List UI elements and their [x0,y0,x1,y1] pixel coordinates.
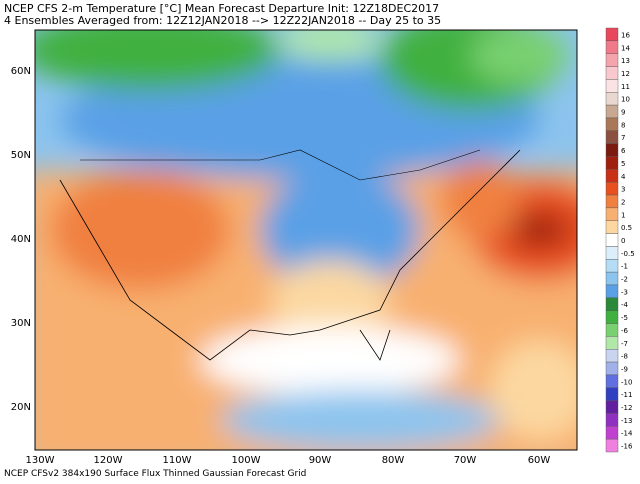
lon-label: 130W [26,455,55,466]
lon-label: 120W [94,455,123,466]
colorbar-label: 0 [621,237,625,245]
colorbar-label: -16 [621,443,633,451]
colorbar-swatch [605,143,619,157]
colorbar-label: -0.5 [621,250,635,258]
colorbar-label: -14 [621,430,633,438]
lon-label: 80W [382,455,405,466]
colorbar-swatch [605,349,619,363]
colorbar-label: 0.5 [621,224,632,232]
colorbar-label: 13 [621,57,630,65]
colorbar-swatch [605,400,619,414]
lat-label: 40N [11,234,31,245]
colorbar-swatch [605,284,619,299]
colorbar-swatch [605,169,619,183]
colorbar-swatch [605,207,619,221]
colorbar-swatch [605,130,619,144]
colorbar-label: 1 [621,211,625,219]
footer-note: NCEP CFSv2 384x190 Surface Flux Thinned … [4,469,306,479]
colorbar-label: 7 [621,134,625,142]
colorbar-label: -6 [621,327,629,335]
colorbar-label: -7 [621,340,628,348]
colorbar-label: 12 [621,70,630,78]
colorbar-swatch [605,233,619,247]
colorbar-swatch [605,336,619,350]
lon-label: 70W [454,455,477,466]
colorbar-swatch [605,117,619,131]
lat-label: 20N [11,402,31,413]
colorbar-label: 2 [621,198,625,206]
colorbar-label: 4 [621,173,626,181]
colorbar-label: 14 [621,44,630,52]
colorbar-swatch [605,387,619,401]
colorbar-swatch [605,374,619,388]
colorbar-label: -10 [621,378,632,386]
lat-label: 60N [11,66,31,77]
colorbar-swatch [605,413,619,427]
colorbar-swatch [605,40,619,54]
colorbar-label: -4 [621,301,629,309]
colorbar-label: -8 [621,353,628,361]
colorbar-swatch [605,259,619,273]
colorbar-label: 5 [621,160,625,168]
colorbar-swatch [605,156,619,170]
colorbar-swatch [605,310,619,324]
colorbar-swatch [605,79,619,93]
colorbar-swatch [605,297,619,311]
lat-label: 50N [11,150,31,161]
colorbar-label: 6 [621,147,626,155]
colorbar-swatch [605,220,619,234]
colorbar-swatch [605,361,619,376]
colorbar-swatch [605,323,619,337]
colorbar-swatch [605,426,619,440]
colorbar-label: -2 [621,276,628,284]
lon-label: 60W [528,455,551,466]
colorbar-label: -11 [621,391,632,399]
colorbar-label: -5 [621,314,628,322]
colorbar-swatch [605,438,619,453]
colorbar-swatch [605,53,619,67]
colorbar-label: -1 [621,263,628,271]
colorbar-label: 9 [621,109,625,117]
colorbar-label: 3 [621,186,625,194]
colorbar-label: 11 [621,83,630,91]
colorbar-swatch [605,271,619,286]
colorbar-swatch [605,246,619,260]
colorbar-swatch [605,104,619,119]
colorbar-label: -12 [621,404,632,412]
colorbar-label: 8 [621,121,625,129]
colorbar-label: -9 [621,365,628,373]
colorbar-swatch [605,27,619,42]
title-line: NCEP CFS 2-m Temperature [°C] Mean Forec… [4,2,439,15]
colorbar-label: -3 [621,288,628,296]
colorbar-label: 16 [621,31,630,39]
map-field [35,30,577,450]
colorbar-swatch [605,92,619,106]
colorbar-label: -13 [621,417,632,425]
title-line: 4 Ensembles Averaged from: 12Z12JAN2018 … [4,14,441,27]
lat-label: 30N [11,318,31,329]
lon-label: 100W [232,455,261,466]
map-frame [34,29,578,451]
colorbar-swatch [605,181,619,196]
colorbar-label: 10 [621,96,630,104]
colorbar-swatch [605,66,619,80]
colorbar-swatch [605,194,619,209]
lon-label: 90W [309,455,332,466]
lon-label: 110W [163,455,192,466]
